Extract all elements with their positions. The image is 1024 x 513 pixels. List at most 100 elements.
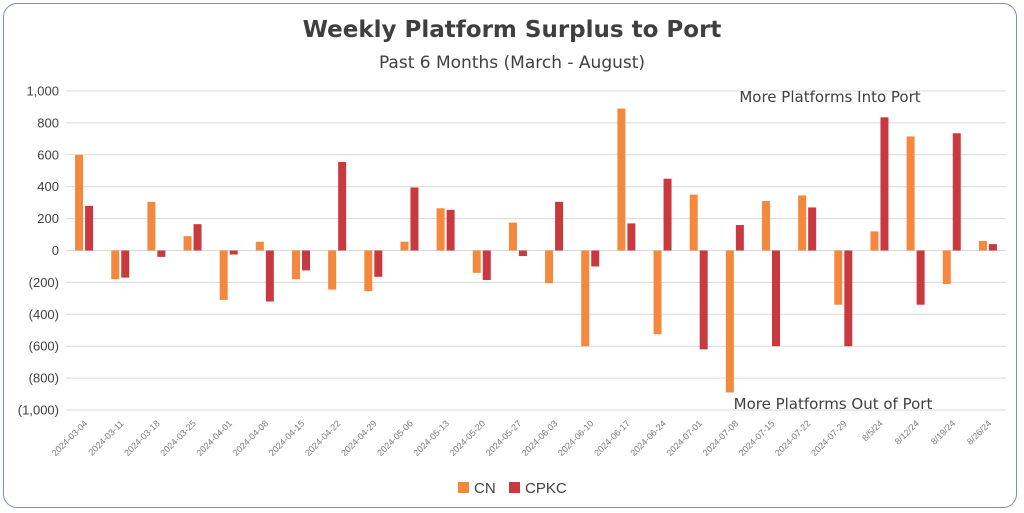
bar-cpkc <box>374 250 383 277</box>
bar-cpkc <box>302 250 310 271</box>
legend-swatch-cpkc <box>509 482 520 493</box>
bar-cpkc <box>916 250 925 305</box>
bar-cpkc <box>518 250 527 257</box>
bar-cpkc <box>663 178 672 251</box>
annotation-into-port: More Platforms Into Port <box>739 88 920 106</box>
x-tick-label: 2024-05-27 <box>484 418 524 458</box>
bar-cn <box>689 194 698 251</box>
bar-cn <box>292 250 300 280</box>
y-tick-label: (1,000) <box>18 403 59 418</box>
y-tick-label: (200) <box>29 275 59 290</box>
y-tick-label: 1,000 <box>26 84 59 99</box>
x-tick-label: 2024-03-18 <box>122 418 162 458</box>
bar-cpkc <box>880 117 889 251</box>
x-tick-label: 2024-03-04 <box>50 418 90 458</box>
chart-title: Weekly Platform Surplus to Port <box>303 17 722 43</box>
bar-cn <box>725 250 734 393</box>
x-tick-label: 2024-05-13 <box>411 418 451 458</box>
bar-cn <box>798 195 807 251</box>
y-tick-label: 600 <box>37 147 59 162</box>
bar-cpkc <box>952 133 961 251</box>
x-tick-label: 2024-06-17 <box>592 418 632 458</box>
bar-cn <box>617 108 626 251</box>
x-axis: 2024-03-042024-03-112024-03-182024-03-25… <box>50 418 993 458</box>
x-tick-label: 2024-04-29 <box>339 418 379 458</box>
y-tick-label: 200 <box>37 211 59 226</box>
bar-cpkc <box>555 201 564 251</box>
y-tick-label: (600) <box>29 339 59 354</box>
bar-cpkc <box>988 244 997 251</box>
x-tick-label: 2024-07-01 <box>664 418 704 458</box>
y-tick-label: 400 <box>37 179 59 194</box>
legend-label-cn: CN <box>474 480 496 497</box>
bar-cpkc <box>265 250 274 302</box>
x-tick-label: 2024-04-15 <box>267 418 307 458</box>
bar-cn <box>545 250 554 284</box>
bar-cpkc <box>772 250 780 347</box>
bar-cn <box>762 201 770 251</box>
y-axis: 1,000 800 600 400 200 0 (200) (400) (600) (800) (1… <box>18 84 59 418</box>
bar-cpkc <box>446 209 455 251</box>
legend: CN CPKC <box>458 480 567 497</box>
x-tick-label: 2024-07-15 <box>737 418 777 458</box>
legend-label-cpkc: CPKC <box>525 480 567 497</box>
bar-cpkc <box>844 250 853 347</box>
bar-cpkc <box>193 224 202 251</box>
bar-cpkc <box>735 224 744 251</box>
x-tick-label: 8/26/24 <box>965 418 993 446</box>
bar-cpkc <box>699 250 708 350</box>
bar-cn <box>255 241 264 251</box>
y-tick-label: 800 <box>37 115 59 130</box>
bar-cn <box>147 201 156 251</box>
x-tick-label: 2024-06-03 <box>520 418 560 458</box>
x-tick-label: 2024-05-20 <box>448 418 488 458</box>
x-tick-label: 2024-03-11 <box>86 418 125 457</box>
bar-cpkc <box>627 223 636 251</box>
bars <box>75 108 997 393</box>
annotation-out-of-port: More Platforms Out of Port <box>734 395 933 413</box>
x-tick-label: 2024-07-22 <box>773 418 813 458</box>
bar-cn <box>472 250 481 273</box>
bar-cn <box>400 241 409 251</box>
bar-cn <box>219 250 228 300</box>
bar-cn <box>364 250 373 292</box>
bar-cn <box>183 236 192 251</box>
x-tick-label: 2024-04-01 <box>194 418 234 458</box>
bar-cn <box>906 136 915 251</box>
bar-cpkc <box>229 250 238 255</box>
bar-cn <box>581 250 590 347</box>
bar-cn <box>653 250 662 335</box>
x-tick-label: 2024-06-10 <box>556 418 596 458</box>
bar-cn <box>870 231 879 251</box>
bar-cpkc <box>482 250 491 281</box>
chart-subtitle: Past 6 Months (March - August) <box>379 53 645 73</box>
y-tick-label: (400) <box>29 307 59 322</box>
y-tick-label: 0 <box>52 243 59 258</box>
y-tick-label: (800) <box>29 371 59 386</box>
x-tick-label: 8/5/24 <box>860 418 885 443</box>
bar-cpkc <box>121 250 130 278</box>
x-tick-label: 2024-04-22 <box>303 418 343 458</box>
bar-cn <box>978 240 987 251</box>
x-tick-label: 2024-07-29 <box>809 418 849 458</box>
bar-cn <box>834 250 843 305</box>
bar-cpkc <box>338 161 347 251</box>
bar-cn <box>75 154 84 251</box>
bar-cn <box>111 250 120 280</box>
bar-cpkc <box>85 205 94 251</box>
bar-cn <box>942 250 951 284</box>
x-tick-label: 2024-07-08 <box>701 418 741 458</box>
x-tick-label: 2024-06-24 <box>628 418 668 458</box>
bar-cn <box>328 250 337 290</box>
legend-swatch-cn <box>458 482 469 493</box>
x-tick-label: 8/19/24 <box>929 418 957 446</box>
x-tick-label: 2024-03-25 <box>158 418 198 458</box>
bar-cn <box>436 208 445 251</box>
gridlines <box>66 90 1006 411</box>
bar-cpkc <box>808 207 817 251</box>
bar-cpkc <box>410 187 419 251</box>
x-tick-label: 2024-04-08 <box>231 418 271 458</box>
x-tick-label: 8/12/24 <box>893 418 921 446</box>
bar-cn <box>508 222 517 251</box>
